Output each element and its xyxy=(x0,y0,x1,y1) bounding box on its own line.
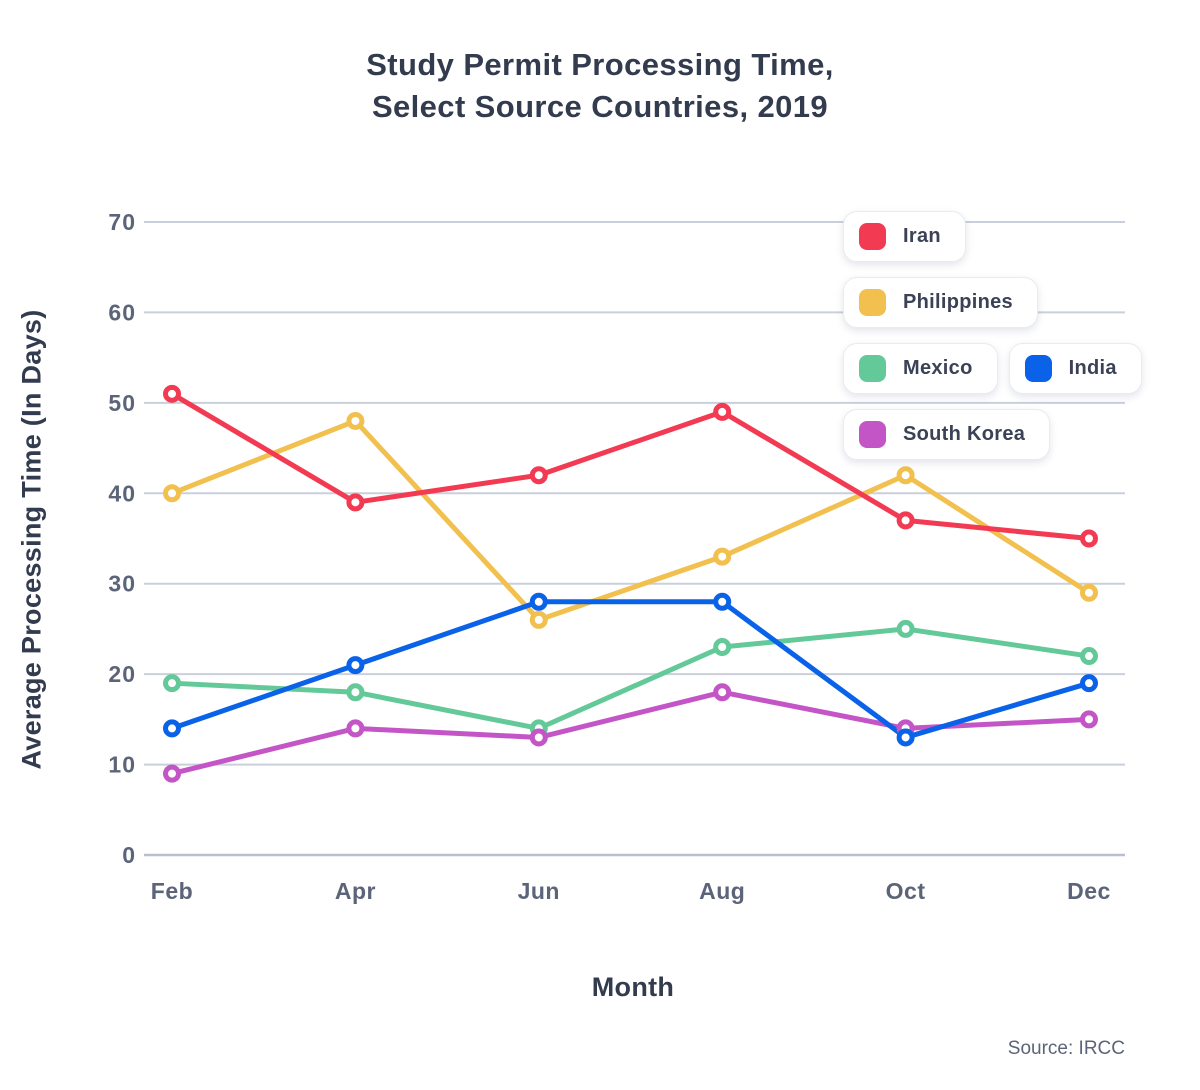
legend-label-iran: Iran xyxy=(903,225,941,247)
marker-philippines-apr xyxy=(346,411,365,430)
legend-label-mexico: Mexico xyxy=(903,357,973,379)
marker-south-korea-jun xyxy=(529,728,548,747)
series-line-philippines xyxy=(169,418,1092,623)
marker-south-korea-dec xyxy=(1080,710,1098,729)
y-tick-label-40: 40 xyxy=(108,480,136,506)
legend-label-south-korea: South Korea xyxy=(903,423,1026,445)
y-tick-label-50: 50 xyxy=(108,390,136,416)
chart-title-line1: Study Permit Processing Time, xyxy=(366,47,834,82)
chart-title: Study Permit Processing Time, Select Sou… xyxy=(0,44,1200,128)
marker-iran-aug xyxy=(713,402,732,421)
x-tick-label-oct: Oct xyxy=(886,878,926,904)
marker-philippines-feb xyxy=(163,484,181,503)
x-tick-label-jun: Jun xyxy=(518,878,560,904)
marker-india-jun xyxy=(529,592,548,611)
legend-item-india[interactable]: India xyxy=(1008,343,1142,394)
x-tick-label-feb: Feb xyxy=(151,878,193,904)
y-tick-label-10: 10 xyxy=(108,752,136,778)
x-tick-label-apr: Apr xyxy=(335,878,376,904)
legend-item-philippines[interactable]: Philippines xyxy=(843,277,1038,328)
x-tick-label-dec: Dec xyxy=(1067,878,1111,904)
legend-swatch-india xyxy=(1024,355,1052,382)
y-tick-label-30: 30 xyxy=(108,571,136,597)
y-tick-label-60: 60 xyxy=(108,299,136,325)
marker-india-apr xyxy=(346,656,365,675)
marker-iran-feb xyxy=(163,384,181,403)
x-axis-title: Month xyxy=(591,972,675,1002)
y-tick-label-20: 20 xyxy=(108,661,136,687)
legend-item-south-korea[interactable]: South Korea xyxy=(843,409,1051,460)
marker-india-dec xyxy=(1080,674,1098,693)
marker-philippines-aug xyxy=(713,547,732,566)
marker-mexico-apr xyxy=(346,683,365,702)
marker-india-aug xyxy=(713,592,732,611)
legend-label-india: India xyxy=(1068,357,1117,379)
series-line-mexico xyxy=(169,626,1092,731)
marker-philippines-jun xyxy=(529,610,548,629)
y-tick-label-70: 70 xyxy=(108,209,136,235)
marker-south-korea-apr xyxy=(346,719,365,738)
marker-india-oct xyxy=(896,728,915,747)
legend-swatch-mexico xyxy=(859,355,886,382)
marker-india-feb xyxy=(163,719,181,738)
marker-mexico-oct xyxy=(896,619,915,638)
legend-label-philippines: Philippines xyxy=(903,291,1013,313)
legend-swatch-south-korea xyxy=(859,421,886,448)
legend-item-iran[interactable]: Iran xyxy=(843,211,966,262)
marker-iran-apr xyxy=(346,493,365,512)
marker-iran-oct xyxy=(896,511,915,530)
series-line-south-korea xyxy=(169,689,1092,777)
marker-philippines-dec xyxy=(1080,583,1098,602)
x-tick-label-aug: Aug xyxy=(699,878,745,904)
legend-swatch-iran xyxy=(859,223,886,250)
legend-item-mexico[interactable]: Mexico xyxy=(843,343,998,394)
marker-iran-dec xyxy=(1080,529,1098,548)
chart-title-line2: Select Source Countries, 2019 xyxy=(371,89,829,124)
marker-philippines-oct xyxy=(896,466,915,485)
series-line-iran xyxy=(169,391,1092,541)
marker-mexico-aug xyxy=(713,638,732,657)
marker-mexico-feb xyxy=(163,674,181,693)
marker-south-korea-aug xyxy=(713,683,732,702)
legend: Iran Philippines Mexico India South Korea xyxy=(843,211,1157,460)
source-note: Source: IRCC xyxy=(1007,1038,1125,1059)
series-line-india xyxy=(169,599,1092,740)
legend-swatch-philippines xyxy=(859,289,886,316)
marker-iran-jun xyxy=(529,466,548,485)
marker-mexico-dec xyxy=(1080,647,1098,666)
y-tick-label-0: 0 xyxy=(122,842,136,868)
marker-south-korea-feb xyxy=(163,764,181,783)
